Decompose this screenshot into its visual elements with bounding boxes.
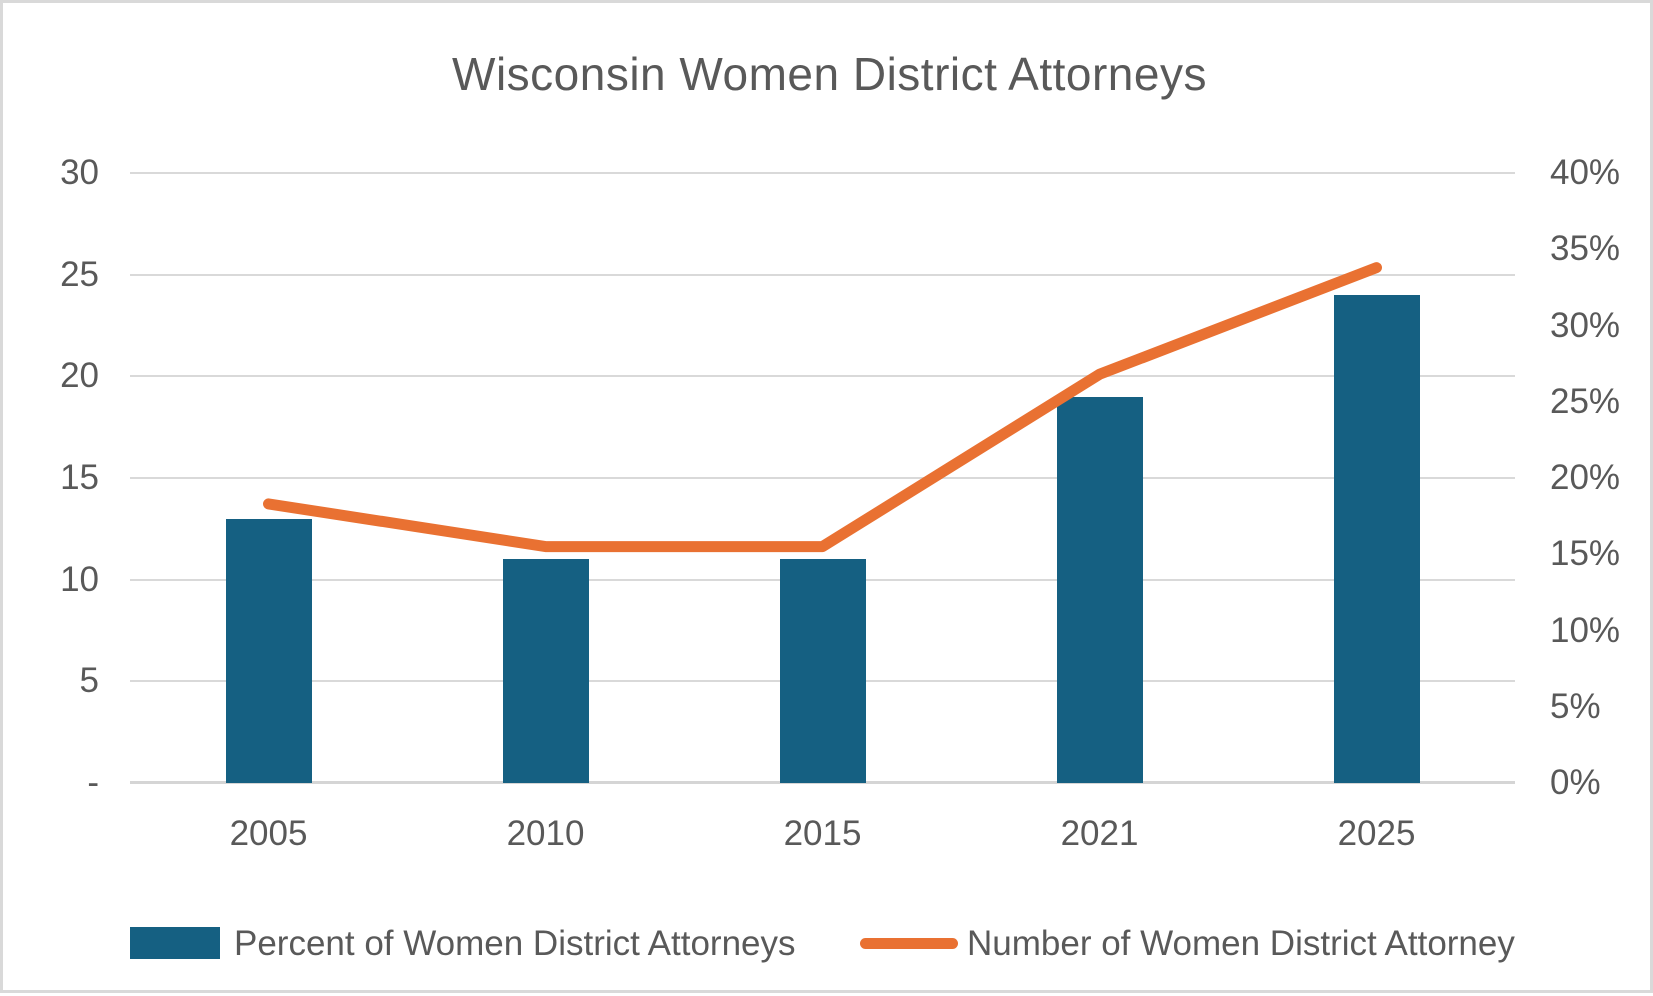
- left-axis-tick: 15: [60, 458, 99, 497]
- x-axis-label-2015: 2015: [783, 814, 862, 853]
- left-axis-tick: 5: [79, 661, 99, 701]
- right-axis-tick: 35%: [1550, 229, 1621, 269]
- line-series: [263, 262, 1382, 553]
- right-axis-tick: 15%: [1550, 534, 1621, 574]
- left-axis-tick: 25: [60, 254, 99, 294]
- chart-title: Wisconsin Women District Attorneys: [452, 48, 1207, 100]
- plot-area: [130, 172, 1515, 784]
- right-axis-tick: 0%: [1550, 763, 1601, 802]
- legend-line-swatch-icon: [860, 938, 958, 949]
- left-axis-tick: 30: [60, 153, 99, 192]
- left-axis-tick: -: [87, 763, 99, 802]
- x-axis-label-2025: 2025: [1337, 814, 1416, 853]
- gridline: [130, 477, 1515, 479]
- legend-bar-swatch-icon: [130, 927, 220, 959]
- left-axis-tick: 10: [60, 559, 99, 599]
- bar-2010: [502, 559, 589, 783]
- gridline: [130, 172, 1515, 174]
- right-axis-tick: 30%: [1550, 305, 1621, 345]
- right-axis-tick: 10%: [1550, 610, 1621, 650]
- gridline: [130, 375, 1515, 378]
- bar-2005: [225, 518, 312, 783]
- bar-2015: [779, 559, 866, 783]
- x-axis-label-2005: 2005: [229, 814, 308, 853]
- legend-label-number-series: Number of Women District Attorney: [967, 924, 1515, 963]
- right-axis-tick: 20%: [1550, 458, 1621, 497]
- left-axis-tick: 20: [60, 356, 99, 396]
- bar-2025: [1333, 295, 1420, 783]
- bar-2021: [1056, 396, 1143, 783]
- right-axis-tick: 40%: [1550, 153, 1621, 192]
- gridline: [130, 273, 1515, 276]
- number-line-path: [263, 262, 1382, 553]
- right-axis-tick: 5%: [1550, 686, 1601, 726]
- right-axis-tick: 25%: [1550, 381, 1621, 421]
- x-axis-label-2010: 2010: [506, 814, 585, 853]
- x-axis-label-2021: 2021: [1060, 814, 1139, 853]
- legend-label-percent-series: Percent of Women District Attorneys: [234, 924, 796, 963]
